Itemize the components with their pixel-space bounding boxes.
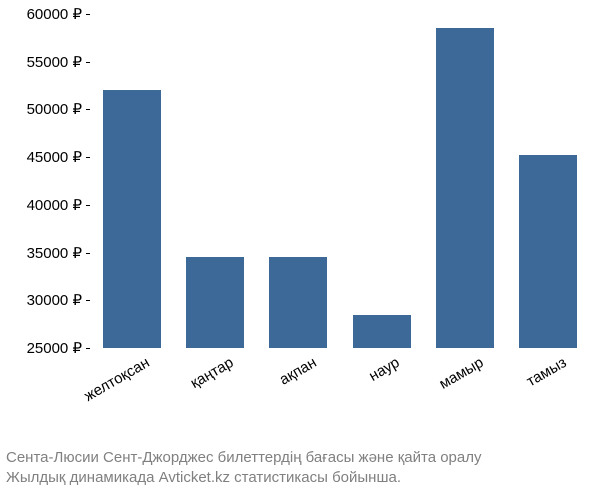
- y-tick-mark: [86, 205, 90, 206]
- y-tick-mark: [86, 253, 90, 254]
- plot-area: 25000 ₽30000 ₽35000 ₽40000 ₽45000 ₽50000…: [90, 14, 590, 348]
- caption-line: Сента-Люсии Сент-Джорджес билеттердің ба…: [6, 448, 594, 468]
- y-tick-label: 40000 ₽: [27, 196, 90, 214]
- y-tick-mark: [86, 157, 90, 158]
- x-tick-label: желтоқсан: [81, 354, 152, 405]
- x-tick-label: наур: [366, 354, 402, 385]
- y-tick-label: 35000 ₽: [27, 244, 90, 262]
- y-tick-label: 30000 ₽: [27, 291, 90, 309]
- bar: [186, 257, 244, 348]
- bar: [519, 155, 577, 348]
- y-tick-label: 60000 ₽: [27, 5, 90, 23]
- x-tick-label: ақпан: [276, 354, 319, 389]
- bar: [436, 28, 494, 348]
- price-bar-chart: 25000 ₽ 30000 ₽ 35000 ₽ 40000 ₽ 45000 ₽ 50000…: [0, 0, 600, 500]
- x-tick-label: қаңтар: [187, 354, 236, 392]
- y-tick-mark: [86, 14, 90, 15]
- y-tick-label: 25000 ₽: [27, 339, 90, 357]
- x-tick-label: мамыр: [436, 354, 486, 393]
- y-tick-label: 55000 ₽: [27, 53, 90, 71]
- y-tick-mark: [86, 348, 90, 349]
- x-tick-label: тамыз: [524, 354, 570, 390]
- bar: [269, 257, 327, 348]
- y-tick-mark: [86, 300, 90, 301]
- y-tick-label: 45000 ₽: [27, 148, 90, 166]
- caption-line: Жылдық динамикада Avticket.kz статистика…: [6, 468, 594, 488]
- bar: [353, 315, 411, 348]
- bar: [103, 90, 161, 348]
- y-tick-label: 50000 ₽: [27, 100, 90, 118]
- y-tick-mark: [86, 62, 90, 63]
- chart-caption: Сента-Люсии Сент-Джорджес билеттердің ба…: [0, 448, 600, 489]
- y-tick-mark: [86, 109, 90, 110]
